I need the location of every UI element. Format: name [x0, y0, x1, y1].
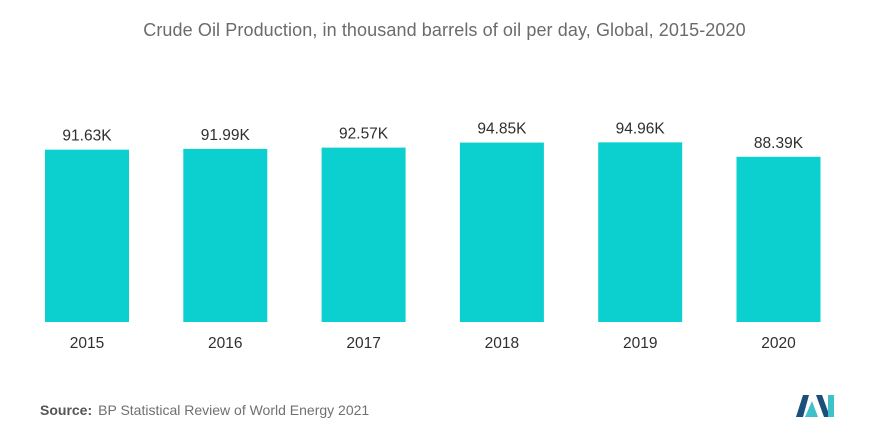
- source-note: Source: BP Statistical Review of World En…: [40, 402, 369, 418]
- x-tick-2017: 2017: [346, 335, 380, 352]
- mordor-intelligence-logo-icon: [796, 393, 842, 419]
- data-label-2016: 91.99K: [201, 127, 251, 144]
- x-tick-2020: 2020: [761, 335, 796, 352]
- source-label: Source:: [40, 402, 93, 418]
- data-label-2017: 92.57K: [339, 126, 389, 143]
- x-tick-2015: 2015: [70, 335, 104, 352]
- x-tick-2018: 2018: [485, 335, 519, 352]
- bar-2019: [598, 142, 683, 322]
- x-tick-2019: 2019: [623, 335, 657, 352]
- source-text: BP Statistical Review of World Energy 20…: [98, 402, 370, 418]
- bar-2018: [459, 142, 544, 322]
- bar-2016: [183, 148, 268, 322]
- data-label-2020: 88.39K: [754, 135, 804, 152]
- data-label-2018: 94.85K: [477, 121, 527, 138]
- data-label-2015: 91.63K: [62, 128, 112, 145]
- bar-labels-layer: 91.63K 91.99K 92.57K 94.85K 94.96K 88.39K: [62, 120, 803, 151]
- bar-2020: [736, 156, 821, 322]
- bars-layer: [45, 142, 821, 322]
- data-label-2019: 94.96K: [616, 120, 666, 137]
- chart-title: Crude Oil Production, in thousand barrel…: [143, 20, 746, 40]
- bar-2017: [321, 147, 406, 322]
- x-axis-ticks: 2015 2016 2017 2018 2019 2020: [70, 335, 796, 352]
- x-tick-2016: 2016: [208, 335, 242, 352]
- bar-2015: [45, 149, 129, 322]
